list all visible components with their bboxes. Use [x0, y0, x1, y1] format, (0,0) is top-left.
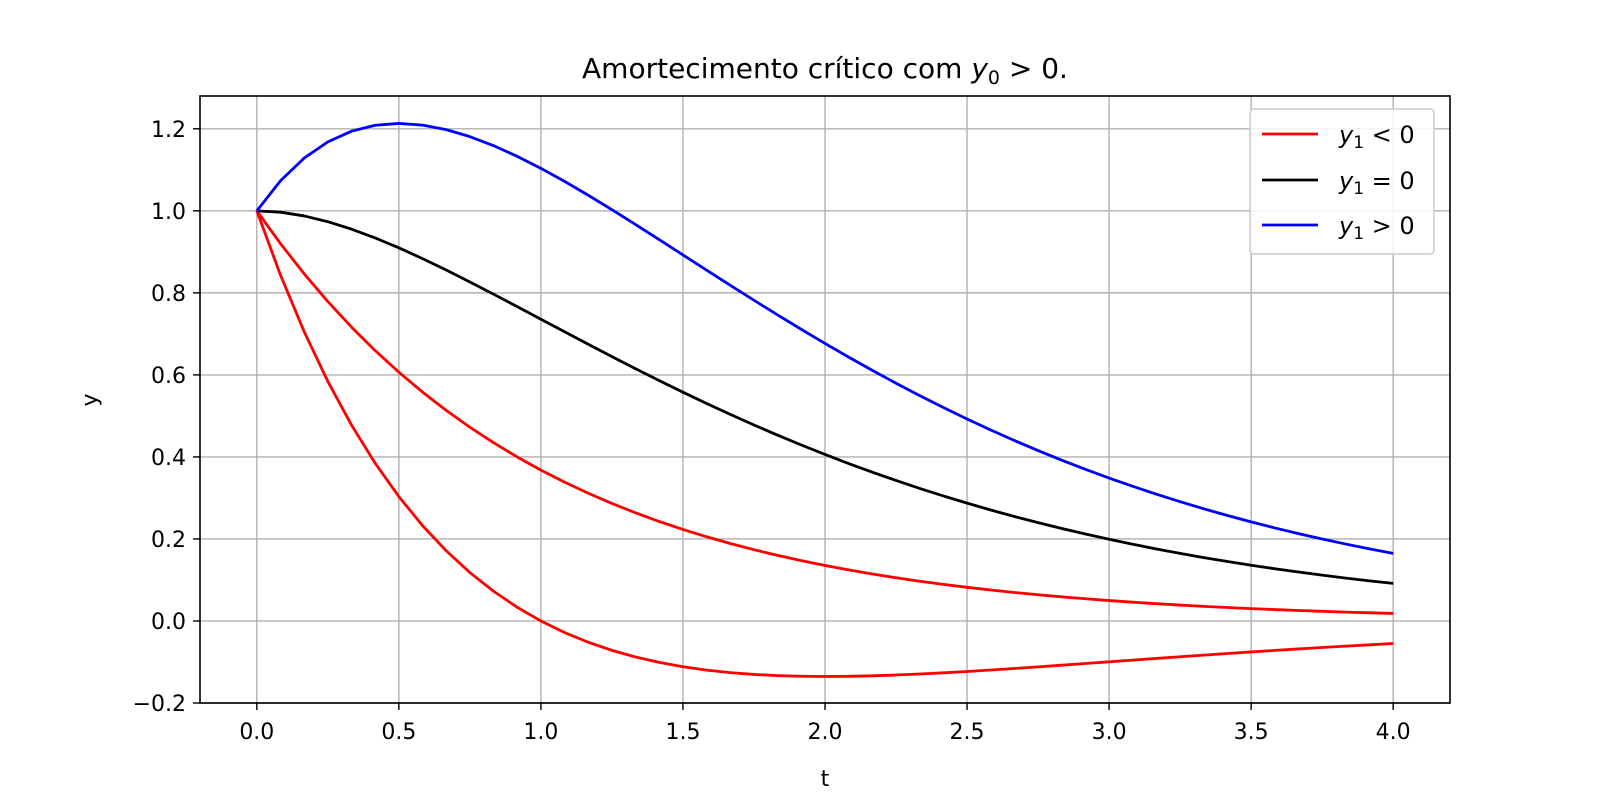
x-tick-label: 3.0	[1092, 720, 1127, 745]
series-line	[255, 122, 1394, 555]
x-tick-label: 2.5	[950, 720, 985, 745]
legend-entry-y1-negative: y1 < 0	[1262, 121, 1415, 153]
y-tick-label: 1.2	[151, 118, 186, 143]
x-tick-label: 2.0	[808, 720, 843, 745]
legend: y1 < 0 y1 = 0 y1 > 0	[1249, 108, 1435, 255]
x-tick-label: 4.0	[1376, 720, 1411, 745]
y-tick-label: 0.0	[151, 610, 186, 635]
series-line	[256, 209, 1394, 585]
x-tick-label: 0.5	[381, 720, 416, 745]
legend-box	[1249, 108, 1435, 255]
legend-label-y1-positive: y1 > 0	[1338, 212, 1415, 244]
y-tick-label: 0.6	[151, 364, 186, 389]
axis-ticks: 0.0 0.5 1.0 1.5 2.0 2.5 3.0 3.5 4.0 −0.2 0.0 0.2 0.4…	[133, 118, 1411, 745]
x-tick-label: 0.0	[239, 720, 274, 745]
x-tick-label: 1.0	[523, 720, 558, 745]
legend-label-y1-negative: y1 < 0	[1338, 121, 1415, 153]
x-tick-label: 1.5	[665, 720, 700, 745]
legend-entry-y1-zero: y1 = 0	[1262, 167, 1415, 199]
series-line	[255, 210, 1394, 615]
chart-title: Amortecimento crítico com y0 > 0.	[582, 52, 1068, 89]
series-lines	[255, 122, 1394, 678]
x-axis-label: t	[821, 767, 830, 792]
y-tick-label: −0.2	[133, 692, 186, 717]
y-tick-label: 0.2	[151, 528, 186, 553]
legend-label-y1-zero: y1 = 0	[1338, 167, 1415, 199]
y-tick-label: 1.0	[151, 200, 186, 225]
y-tick-label: 0.4	[151, 446, 186, 471]
series-line	[255, 210, 1394, 678]
y-axis-label: y	[78, 393, 103, 406]
y-tick-label: 0.8	[151, 282, 186, 307]
legend-entry-y1-positive: y1 > 0	[1262, 212, 1415, 244]
x-tick-label: 3.5	[1234, 720, 1269, 745]
